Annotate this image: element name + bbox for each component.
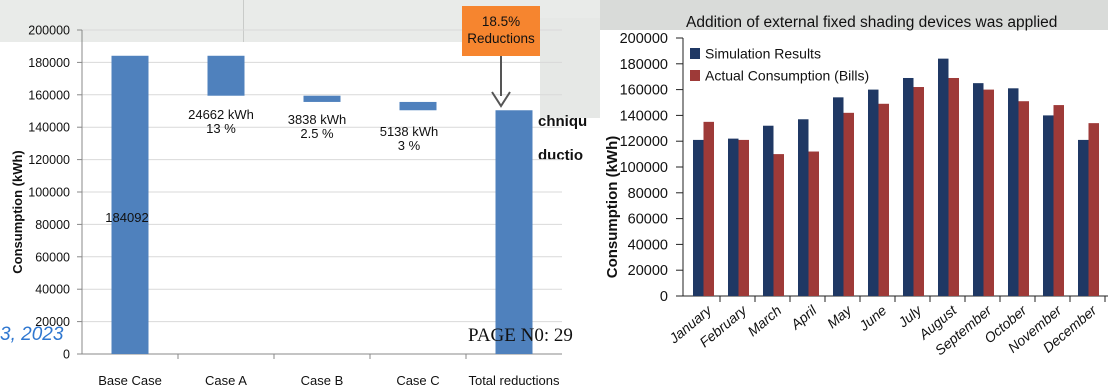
y-tick-label: 80000 xyxy=(35,218,70,232)
bar xyxy=(798,119,809,297)
bar xyxy=(1078,139,1089,296)
legend-label: Simulation Results xyxy=(705,46,821,62)
legend-swatch xyxy=(690,70,700,81)
y-tick-label: 60000 xyxy=(35,250,70,264)
bar xyxy=(303,95,341,102)
bar xyxy=(111,55,149,354)
y-tick-label: 200000 xyxy=(620,31,668,47)
bar xyxy=(1043,115,1054,297)
bar-data-label: 5138 kWh xyxy=(380,124,439,139)
y-tick-label: 100000 xyxy=(620,160,668,176)
bar xyxy=(1053,105,1064,296)
bar xyxy=(773,154,784,296)
bar-data-label: 24662 kWh xyxy=(188,107,254,122)
bar xyxy=(495,110,533,354)
bar xyxy=(808,151,819,296)
y-axis-label: Consumption (kWh) xyxy=(604,136,621,278)
y-axis-label: Consumption (kWh) xyxy=(10,150,25,273)
bar xyxy=(703,121,714,296)
y-tick-label: 160000 xyxy=(620,83,668,99)
x-tick-label: Total reductions xyxy=(468,373,560,388)
x-tick-label: Case C xyxy=(396,373,439,388)
x-tick-label: Base Case xyxy=(98,373,162,388)
bar xyxy=(207,55,245,96)
bar-data-label: 2.5 % xyxy=(300,126,334,141)
y-tick-label: 20000 xyxy=(628,263,668,279)
text-fragment-1: chniqu xyxy=(538,113,588,130)
bar-data-label: 184092 xyxy=(105,210,148,225)
bar xyxy=(878,103,889,296)
x-tick-label: Case B xyxy=(301,373,344,388)
x-tick-label: May xyxy=(824,301,855,331)
y-tick-label: 180000 xyxy=(620,57,668,73)
legend-swatch xyxy=(690,48,700,59)
right-chart-title: Addition of external fixed shading devic… xyxy=(686,14,1058,31)
bar xyxy=(903,77,914,297)
y-tick-label: 120000 xyxy=(620,134,668,150)
bar xyxy=(1018,101,1029,297)
callout-box xyxy=(462,6,540,56)
bar xyxy=(948,77,959,297)
y-tick-label: 80000 xyxy=(628,186,668,202)
bar-data-label: 3 % xyxy=(398,138,421,153)
y-tick-label: 40000 xyxy=(35,283,70,297)
bar xyxy=(843,112,854,296)
y-tick-label: 0 xyxy=(660,289,668,305)
bar xyxy=(738,139,749,296)
bar xyxy=(983,89,994,296)
y-tick-label: 140000 xyxy=(28,121,70,135)
y-tick-label: 60000 xyxy=(628,212,668,228)
y-tick-label: 40000 xyxy=(628,237,668,253)
bar xyxy=(763,125,774,296)
bar xyxy=(833,97,844,296)
bar-data-label: 3838 kWh xyxy=(288,112,347,127)
bar xyxy=(913,87,924,297)
y-tick-label: 200000 xyxy=(28,24,70,38)
callout-arrow-head xyxy=(491,91,511,108)
date-text: 3, 2023 xyxy=(0,324,64,345)
x-tick-label: Case A xyxy=(205,373,247,388)
callout-text: 18.5% xyxy=(482,14,520,29)
bar xyxy=(399,101,437,111)
bar xyxy=(973,83,984,297)
x-tick-label: April xyxy=(787,301,820,332)
bar xyxy=(938,58,949,296)
y-tick-label: 20000 xyxy=(35,315,70,329)
band-divider xyxy=(243,0,244,42)
bar xyxy=(728,138,739,296)
bar-data-label: 13 % xyxy=(206,121,236,136)
bar xyxy=(693,139,704,296)
x-tick-label: March xyxy=(744,302,784,339)
y-tick-label: 0 xyxy=(63,348,70,362)
y-tick-label: 180000 xyxy=(28,56,70,70)
bar xyxy=(1008,88,1019,296)
bar xyxy=(1088,123,1099,296)
y-tick-label: 140000 xyxy=(620,108,668,124)
y-tick-label: 160000 xyxy=(28,88,70,102)
y-tick-label: 120000 xyxy=(28,153,70,167)
bar xyxy=(868,89,879,296)
x-tick-label: June xyxy=(855,302,889,335)
y-tick-label: 100000 xyxy=(28,186,70,200)
legend-label: Actual Consumption (Bills) xyxy=(705,68,869,84)
callout-text: Reductions xyxy=(467,31,535,46)
page-number: PAGE N0: 29 xyxy=(468,325,573,346)
